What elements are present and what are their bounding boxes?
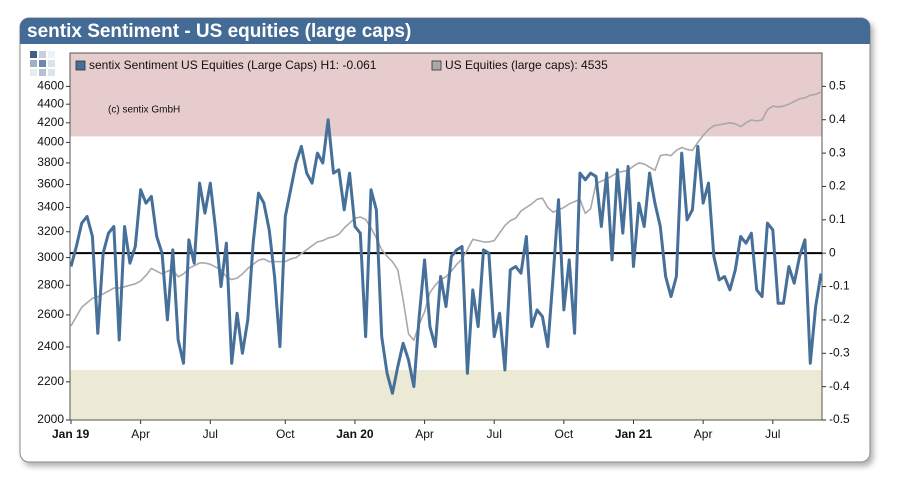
series-line bbox=[69, 118, 823, 395]
logo-square bbox=[30, 51, 37, 58]
logo-square bbox=[30, 60, 37, 67]
logo-square bbox=[30, 69, 37, 76]
legend-swatch bbox=[431, 60, 442, 71]
y2-tick-label: 0.1 bbox=[829, 212, 846, 226]
y-tick-label: 4000 bbox=[37, 135, 64, 149]
y2-tick-label: -0.1 bbox=[829, 279, 850, 293]
x-tick-label: Jul bbox=[203, 427, 218, 441]
y-tick-label: 2200 bbox=[37, 374, 64, 388]
chart-title: sentix Sentiment - US equities (large ca… bbox=[27, 21, 411, 42]
logo-square bbox=[48, 51, 55, 58]
y2-tick-label: 0.4 bbox=[829, 112, 846, 126]
x-tick-label: Apr bbox=[694, 427, 713, 441]
panel-header bbox=[20, 18, 870, 44]
x-tick-label: Apr bbox=[415, 427, 434, 441]
y-tick-label: 3400 bbox=[37, 200, 64, 214]
sentiment-band bbox=[70, 369, 822, 420]
x-tick-label: Jul bbox=[487, 427, 502, 441]
plot-area: 2000 2200 2400 2600 2800 3000 3200 3400 3600 3800… bbox=[30, 51, 850, 441]
sentiment-band bbox=[70, 53, 822, 137]
x-tick-label: Jan 19 bbox=[52, 427, 90, 441]
y2-tick-label: -0.2 bbox=[829, 312, 850, 326]
y-tick-label: 2400 bbox=[37, 339, 64, 353]
logo-square bbox=[48, 60, 55, 67]
y-tick-label: 2800 bbox=[37, 277, 64, 291]
y2-tick-label: -0.4 bbox=[829, 379, 850, 393]
y2-tick-label: -0.3 bbox=[829, 345, 850, 359]
logo-square bbox=[48, 69, 55, 76]
x-tick-label: Jan 21 bbox=[615, 427, 653, 441]
y-tick-label: 3000 bbox=[37, 250, 64, 264]
logo-square bbox=[39, 69, 46, 76]
x-tick-label: Apr bbox=[131, 427, 150, 441]
y-tick-label: 3800 bbox=[37, 155, 64, 169]
y2-tick-label: 0 bbox=[829, 245, 836, 259]
legend-label: sentix Sentiment US Equities (Large Caps… bbox=[89, 58, 377, 72]
y-tick-label: 2000 bbox=[37, 412, 64, 426]
logo-square bbox=[39, 60, 46, 67]
y-tick-label: 4400 bbox=[37, 96, 64, 110]
y2-tick-label: 0.3 bbox=[829, 145, 846, 159]
x-tick-label: Oct bbox=[555, 427, 574, 441]
logo-square bbox=[39, 51, 46, 58]
x-tick-label: Jul bbox=[765, 427, 780, 441]
y2-tick-label: -0.5 bbox=[829, 412, 850, 426]
x-tick-label: Oct bbox=[276, 427, 295, 441]
y-tick-label: 3200 bbox=[37, 224, 64, 238]
y2-tick-label: 0.2 bbox=[829, 179, 846, 193]
legend-swatch bbox=[75, 60, 86, 71]
y-tick-label: 2600 bbox=[37, 307, 64, 321]
y-tick-label: 4200 bbox=[37, 115, 64, 129]
copyright-note: (c) sentix GmbH bbox=[108, 105, 180, 116]
y2-tick-label: 0.5 bbox=[829, 79, 846, 93]
y-tick-label: 4600 bbox=[37, 79, 64, 93]
series-line bbox=[70, 91, 822, 342]
legend-label: US Equities (large caps): 4535 bbox=[445, 58, 608, 72]
x-tick-label: Jan 20 bbox=[336, 427, 374, 441]
plot-border bbox=[69, 52, 823, 421]
y-tick-label: 3600 bbox=[37, 177, 64, 191]
